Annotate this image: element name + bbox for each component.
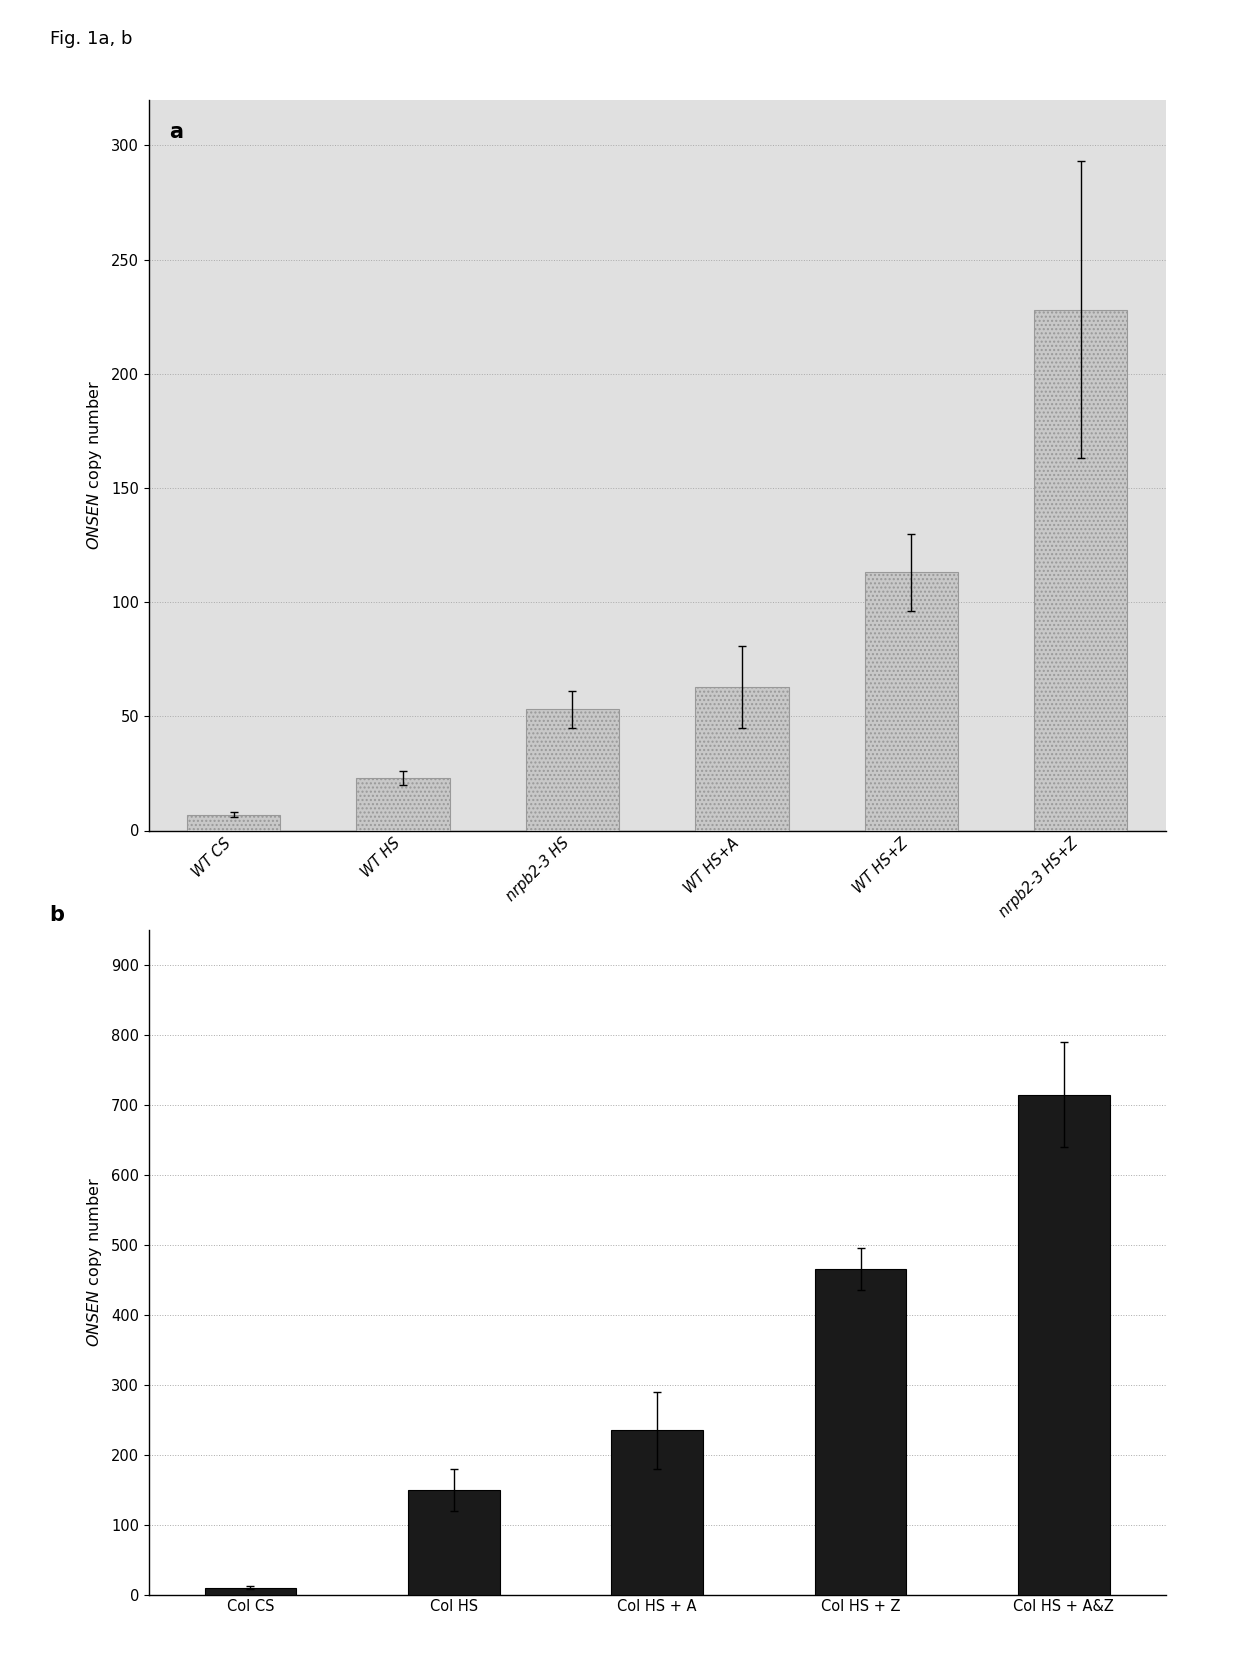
Bar [1034, 309, 1127, 830]
Bar [815, 1269, 906, 1595]
Text: Fig. 1a, b: Fig. 1a, b [50, 30, 133, 48]
Text: b: b [50, 905, 64, 925]
Bar [526, 709, 619, 830]
Y-axis label: $\it{ONSEN}$ copy number: $\it{ONSEN}$ copy number [86, 1178, 104, 1347]
Bar [696, 686, 789, 830]
Y-axis label: $\it{ONSEN}$ copy number: $\it{ONSEN}$ copy number [86, 380, 104, 550]
Bar [408, 1490, 500, 1595]
Bar [187, 814, 280, 830]
Bar [205, 1588, 296, 1595]
Bar [864, 573, 959, 830]
Bar [611, 1430, 703, 1595]
Text: a: a [169, 121, 184, 141]
Bar [1018, 1095, 1110, 1595]
Bar [356, 777, 450, 830]
